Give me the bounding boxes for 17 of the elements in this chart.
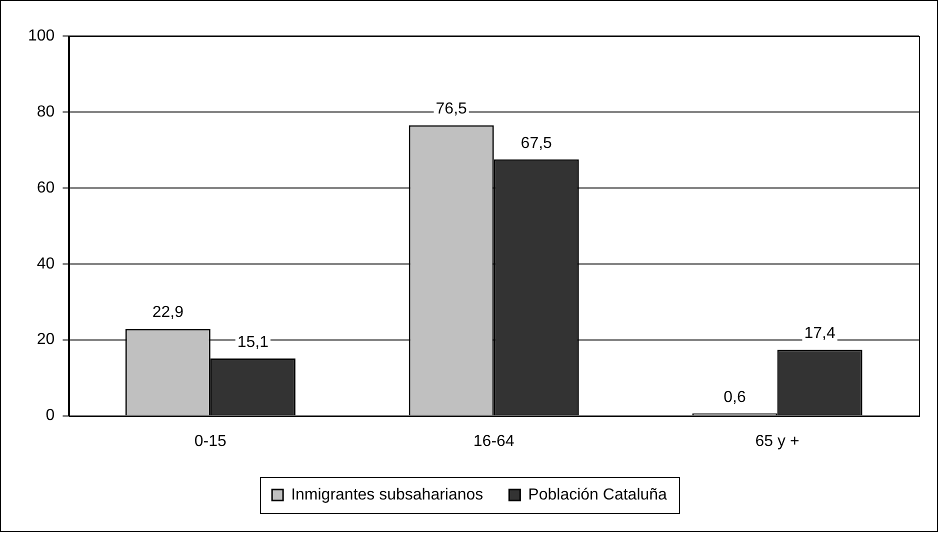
x-tick-label: 65 y + xyxy=(755,432,800,450)
data-label: 76,5 xyxy=(436,100,468,118)
y-tick-label: 60 xyxy=(36,179,55,196)
y-tick-label: 100 xyxy=(28,27,55,44)
data-label: 67,5 xyxy=(520,134,552,152)
data-label: 0,6 xyxy=(724,388,746,406)
y-tick-label: 40 xyxy=(36,255,55,272)
data-label: 17,4 xyxy=(804,325,836,342)
legend-label: Población Cataluña xyxy=(528,486,668,504)
y-tick-label: 20 xyxy=(36,331,55,348)
x-tick-label: 16-64 xyxy=(473,432,514,450)
data-label: 22,9 xyxy=(152,304,184,322)
y-tick-label: 80 xyxy=(36,103,55,120)
y-tick-label: 0 xyxy=(46,407,55,424)
legend-label: Inmigrantes subsaharianos xyxy=(291,486,484,504)
x-tick-label: 0-15 xyxy=(194,432,227,450)
data-label: 15,1 xyxy=(237,334,269,351)
